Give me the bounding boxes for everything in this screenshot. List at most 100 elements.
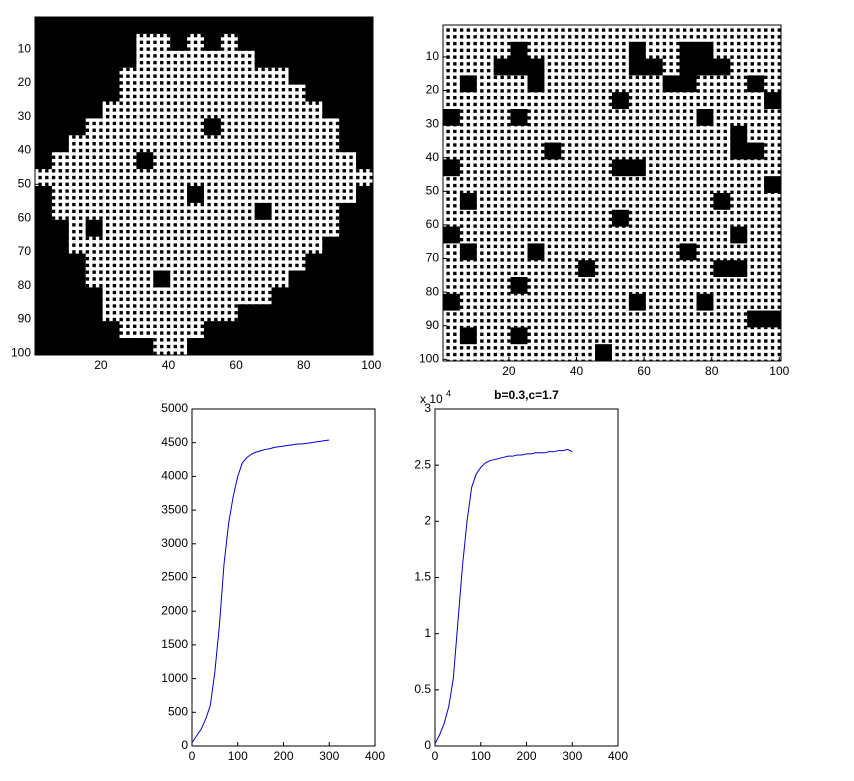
image-cell [153, 169, 171, 187]
image-cell [85, 202, 103, 220]
image-cell [679, 176, 697, 194]
image-cell [187, 253, 205, 271]
image-cell [628, 243, 646, 261]
image-cell [339, 152, 357, 170]
image-cell [339, 253, 357, 271]
image-cell [679, 125, 697, 143]
image-cell [730, 109, 748, 126]
image-cell [187, 287, 205, 305]
image-cell [459, 277, 477, 294]
image-cell [443, 260, 461, 278]
image-cell [187, 101, 205, 119]
image-cell [612, 327, 630, 345]
image-cell [85, 152, 103, 170]
image-cell [764, 310, 782, 328]
image-cell [119, 236, 137, 254]
image-cell [254, 236, 272, 254]
image-cell [612, 260, 630, 278]
image-cell [578, 142, 596, 160]
image-cell [170, 270, 188, 288]
image-cell [322, 202, 340, 220]
y-tick-label: 1.5 [414, 570, 431, 584]
image-cell [645, 193, 663, 210]
image-cell [220, 17, 238, 35]
image-cell [305, 84, 323, 102]
image-cell [561, 226, 579, 244]
image-cell [764, 293, 782, 311]
image-cell [153, 84, 171, 102]
image-cell [662, 260, 680, 278]
image-cell [136, 169, 154, 187]
image-cell [136, 84, 154, 102]
image-cell [187, 169, 205, 187]
image-cell [68, 202, 86, 220]
image-cell [628, 226, 646, 244]
image-cell [645, 142, 663, 160]
x-tick-label: 40 [162, 358, 176, 372]
image-cell [662, 327, 680, 345]
y-tick-label: 5000 [161, 401, 188, 415]
image-cell [696, 25, 714, 42]
image-cell [493, 209, 511, 227]
image-cell [153, 304, 171, 322]
image-cell [730, 41, 748, 59]
image-cell [322, 219, 340, 237]
image-cell [68, 67, 86, 85]
image-cell [561, 310, 579, 328]
image-cell [662, 142, 680, 160]
image-cell [459, 176, 477, 194]
image-cell [493, 193, 511, 210]
image-cell [119, 118, 137, 136]
y-tick-label: 1 [424, 626, 431, 640]
image-cell [527, 344, 545, 362]
y-tick-label: 30 [426, 116, 440, 130]
image-cell [68, 236, 86, 254]
image-cell [153, 236, 171, 254]
image-cell [204, 236, 222, 254]
image-cell [730, 310, 748, 328]
y-tick-label: 1500 [161, 637, 188, 651]
image-cell [595, 293, 613, 311]
image-cell [578, 176, 596, 194]
image-cell [254, 101, 272, 119]
image-cell [713, 310, 731, 328]
image-cell [476, 193, 494, 210]
image-cell [305, 236, 323, 254]
image-cell [119, 50, 137, 68]
image-cell [153, 118, 171, 136]
image-cell [170, 67, 188, 85]
image-cell [220, 84, 238, 102]
image-cell [237, 321, 255, 339]
image-cell [85, 270, 103, 288]
image-cell [764, 41, 782, 59]
axes-box [191, 408, 376, 747]
image-cell [356, 101, 374, 119]
image-cell [645, 293, 663, 311]
image-cell [136, 253, 154, 271]
image-cell [730, 159, 748, 177]
image-cell [645, 109, 663, 126]
image-cell [51, 321, 69, 339]
image-cell [187, 186, 205, 204]
image-cell [85, 186, 103, 204]
image-cell [356, 169, 374, 187]
image-cell [696, 193, 714, 210]
image-cell [527, 277, 545, 294]
image-cell [510, 310, 528, 328]
image-cell [51, 338, 69, 356]
y-tick-label: 2.5 [414, 457, 431, 471]
image-cell [271, 253, 289, 271]
image-cell [102, 321, 120, 339]
y-tick-label: 40 [426, 150, 440, 164]
image-cell [254, 219, 272, 237]
image-cell [612, 92, 630, 110]
image-cell [476, 260, 494, 278]
image-cell [544, 344, 562, 362]
y-tick-label: 2500 [161, 570, 188, 584]
image-cell [747, 41, 765, 59]
image-cell [35, 219, 53, 237]
image-cell [254, 33, 272, 51]
image-cell [696, 75, 714, 93]
image-cell [493, 226, 511, 244]
image-cell [493, 109, 511, 126]
